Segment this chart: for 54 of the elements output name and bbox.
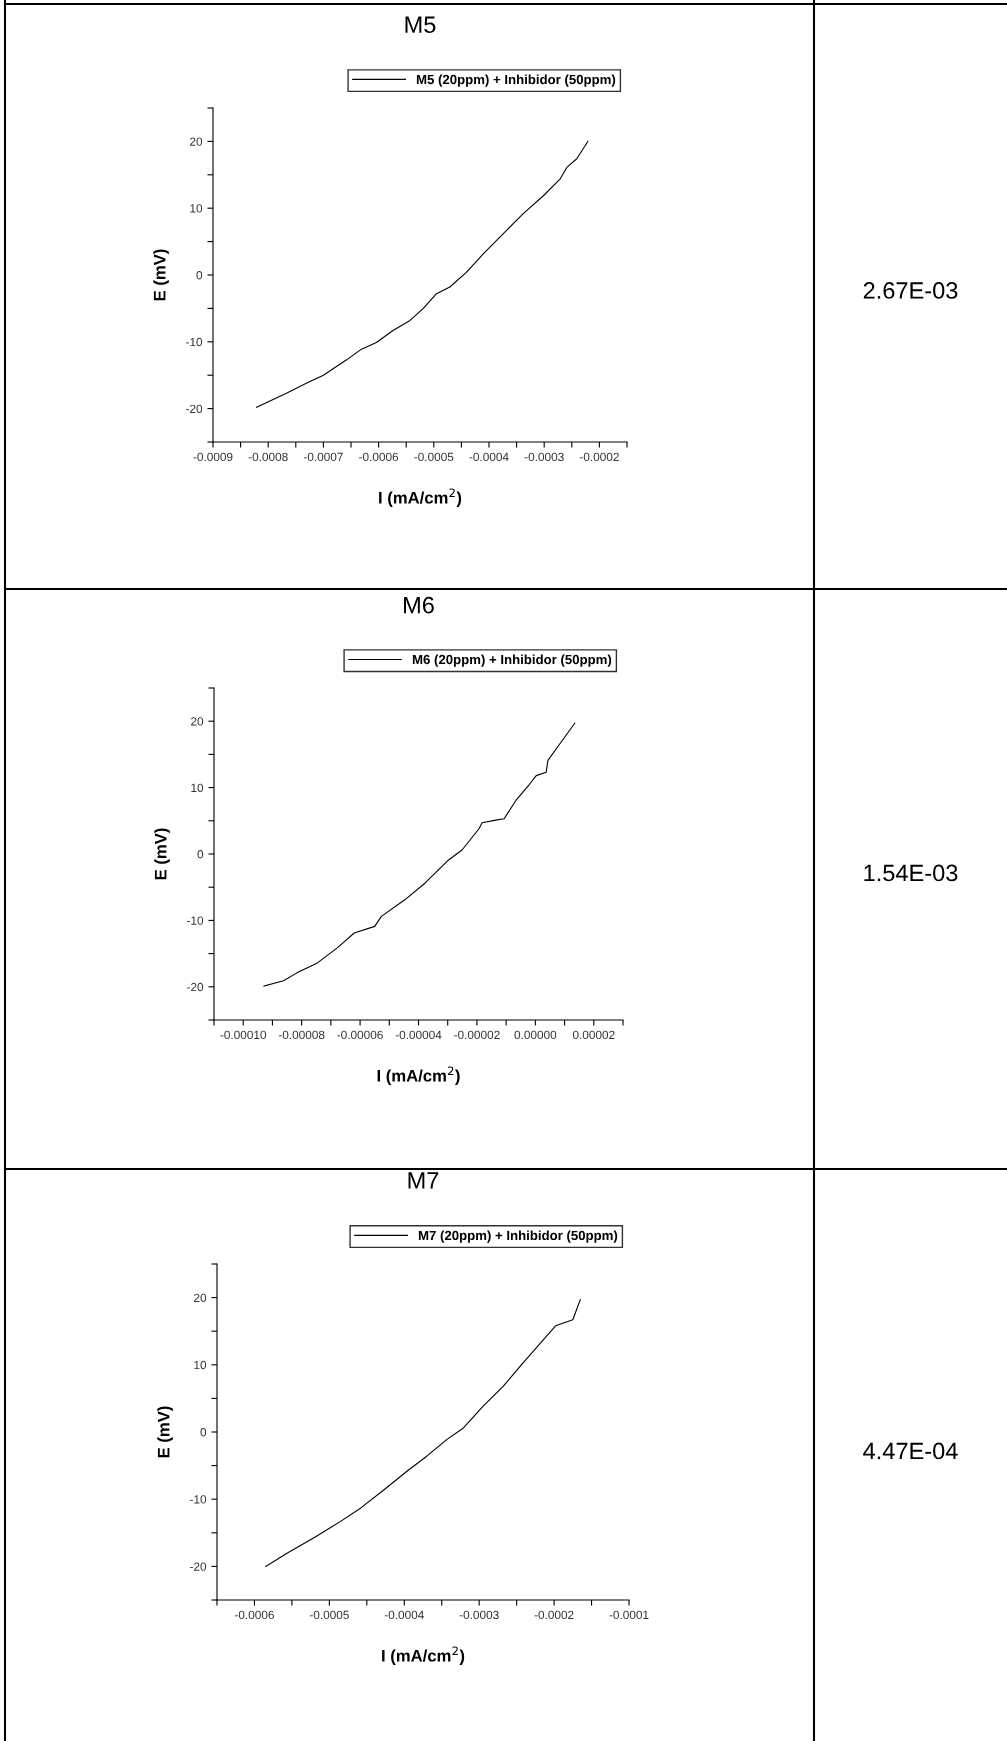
x-tick-label: -0.0003 <box>524 452 564 462</box>
line-series <box>265 1299 581 1567</box>
line-series <box>263 722 576 987</box>
y-tick-label: -10 <box>190 1495 207 1504</box>
x-axis-title: I (mA/cm$^{2}$) <box>382 1646 465 1665</box>
y-tick-label: 0 <box>200 1428 207 1437</box>
y-tick-label: 20 <box>194 1293 207 1302</box>
y-axis-title: E (mV) <box>153 249 169 301</box>
chart-title: M5 <box>405 16 436 34</box>
y-tick-label: -10 <box>187 916 204 925</box>
x-tick-label: -0.0009 <box>193 452 233 462</box>
x-tick-label: 0.00000 <box>514 1030 557 1040</box>
y-axis-title: E (mV) <box>154 828 170 880</box>
x-tick-label: -0.0008 <box>248 452 288 462</box>
y-axis-title: E (mV) <box>157 1406 173 1458</box>
y-tick-label: 10 <box>194 1360 207 1370</box>
legend-label: M5 (20ppm) + Inhibidor (50ppm) <box>416 74 616 87</box>
x-tick-label: -0.0004 <box>469 452 509 462</box>
x-tick-label: -0.00010 <box>220 1030 267 1040</box>
x-tick-label: -0.0006 <box>234 1610 274 1620</box>
y-tick-label: 10 <box>190 204 203 213</box>
y-tick-label: 0 <box>196 271 203 280</box>
x-tick-label: -0.00002 <box>454 1030 500 1040</box>
y-tick-label: -20 <box>186 404 203 413</box>
x-tick-label: 0.00002 <box>572 1030 615 1040</box>
x-tick-label: -0.0004 <box>384 1610 424 1620</box>
x-tick-label: -0.0005 <box>309 1610 349 1620</box>
x-tick-label: -0.00008 <box>278 1030 325 1040</box>
y-tick-label: 10 <box>191 783 204 792</box>
legend-label: M6 (20ppm) + Inhibidor (50ppm) <box>412 654 612 667</box>
line-series <box>256 140 589 408</box>
x-tick-label: -0.0007 <box>303 452 343 462</box>
x-tick-label: -0.0003 <box>459 1610 499 1620</box>
x-axis-title: I (mA/cm$^{2}$) <box>377 1066 460 1085</box>
x-axis-title: I (mA/cm$^{2}$) <box>379 488 462 507</box>
x-tick-label: -0.0001 <box>609 1610 649 1620</box>
y-tick-label: -20 <box>187 982 204 992</box>
text: 2.67E-03 <box>863 282 958 299</box>
x-tick-label: -0.00004 <box>395 1030 442 1040</box>
y-tick-label: 20 <box>190 137 203 146</box>
text: 1.54E-03 <box>864 864 958 882</box>
chart-title: M6 <box>404 596 434 614</box>
chart-title: M7 <box>408 1172 439 1189</box>
x-tick-label: -0.0005 <box>414 452 454 462</box>
y-tick-label: 0 <box>197 850 204 859</box>
x-tick-label: -0.00006 <box>337 1030 383 1040</box>
y-tick-label: -10 <box>186 337 203 347</box>
legend-label: M7 (20ppm) + Inhibidor (50ppm) <box>418 1230 618 1243</box>
y-tick-label: -20 <box>190 1562 207 1571</box>
text: 4.47E-04 <box>863 1442 958 1460</box>
x-tick-label: -0.0002 <box>534 1610 574 1620</box>
y-tick-label: 20 <box>191 717 204 726</box>
x-tick-label: -0.0002 <box>579 452 619 462</box>
x-tick-label: -0.0006 <box>359 452 399 462</box>
